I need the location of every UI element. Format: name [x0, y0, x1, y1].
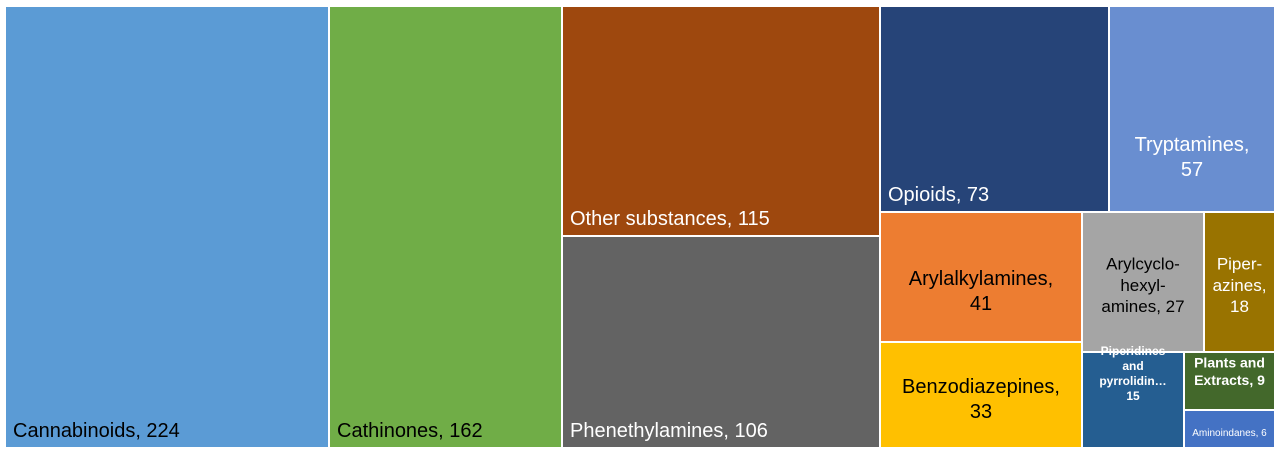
tile-label-tryptamines-line-1: Tryptamines, [1135, 134, 1250, 156]
tile-label-arylcyclohexylamines-line-3: amines, 27 [1101, 297, 1184, 316]
tile-label-cathinones-line-1: Cathinones, 162 [337, 420, 483, 442]
tile-arylcyclohexylamines: Arylcyclo-hexyl-amines, 27 [1083, 213, 1203, 351]
tile-rect-cathinones [330, 7, 561, 447]
tile-rect-tryptamines [1110, 7, 1274, 211]
tile-label-arylalkylamines-line-1: Arylalkylamines, [909, 268, 1053, 290]
tile-rect-arylcyclohexylamines [1083, 213, 1203, 351]
tile-arylalkylamines: Arylalkylamines, 41 [881, 213, 1081, 341]
tile-cathinones: Cathinones, 162 [330, 7, 561, 447]
tile-piperazines: Piper-azines, 18 [1205, 213, 1274, 351]
tile-label-arylcyclohexylamines-line-2: hexyl- [1120, 276, 1165, 295]
tile-label-benzodiazepines-line-1: Benzodiazepines, [902, 376, 1060, 398]
tile-rect-cannabinoids [6, 7, 328, 447]
tile-label-benzodiazepines-line-2: 33 [970, 401, 992, 423]
tile-label-plants-and-extracts-line-1: Plants and [1194, 355, 1265, 371]
tile-label-piperidines-and-pyrrolidines-line-2: and [1122, 359, 1143, 373]
tile-label-tryptamines-line-2: 57 [1181, 159, 1203, 181]
tile-phenethylamines: Phenethylamines, 106 [563, 237, 879, 447]
tile-cannabinoids: Cannabinoids, 224 [6, 7, 328, 447]
tile-rect-arylalkylamines [881, 213, 1081, 341]
tile-label-plants-and-extracts-line-2: Extracts, 9 [1194, 372, 1265, 388]
tile-other-substances: Other substances, 115 [563, 7, 879, 235]
tile-label-arylcyclohexylamines-line-1: Arylcyclo- [1106, 255, 1180, 274]
tile-label-piperidines-and-pyrrolidines-line-3: pyrrolidin… [1099, 374, 1166, 388]
tile-opioids: Opioids, 73 [881, 7, 1108, 211]
tile-label-piperazines-line-3: 18 [1230, 297, 1249, 316]
tile-label-piperidines-and-pyrrolidines-line-4: 15 [1126, 389, 1140, 403]
tile-aminoindanes: Aminoindanes, 6 [1185, 411, 1274, 447]
tile-rect-piperidines-and-pyrrolidines [1083, 353, 1183, 447]
tile-rect-opioids [881, 7, 1108, 211]
tile-rect-aminoindanes [1185, 411, 1274, 447]
tile-label-aminoindanes-line-1: Aminoindanes, 6 [1192, 428, 1267, 439]
tile-label-piperidines-and-pyrrolidines-line-1: Piperidines [1101, 344, 1166, 358]
tile-label-other-substances-line-1: Other substances, 115 [570, 208, 770, 230]
tile-label-arylalkylamines-line-2: 41 [970, 293, 992, 315]
tile-label-piperazines-line-2: azines, [1213, 276, 1267, 295]
tile-label-phenethylamines-line-1: Phenethylamines, 106 [570, 420, 768, 442]
tile-rect-plants-and-extracts [1185, 353, 1274, 409]
tile-tryptamines: Tryptamines, 57 [1110, 7, 1274, 211]
tile-label-opioids-line-1: Opioids, 73 [888, 184, 989, 206]
tile-label-cannabinoids-line-1: Cannabinoids, 224 [13, 420, 180, 442]
tile-rect-phenethylamines [563, 237, 879, 447]
tile-rect-piperazines [1205, 213, 1274, 351]
tile-label-piperazines-line-1: Piper- [1217, 255, 1262, 274]
tile-rect-benzodiazepines [881, 343, 1081, 447]
tile-rect-other-substances [563, 7, 879, 235]
tile-benzodiazepines: Benzodiazepines, 33 [881, 343, 1081, 447]
